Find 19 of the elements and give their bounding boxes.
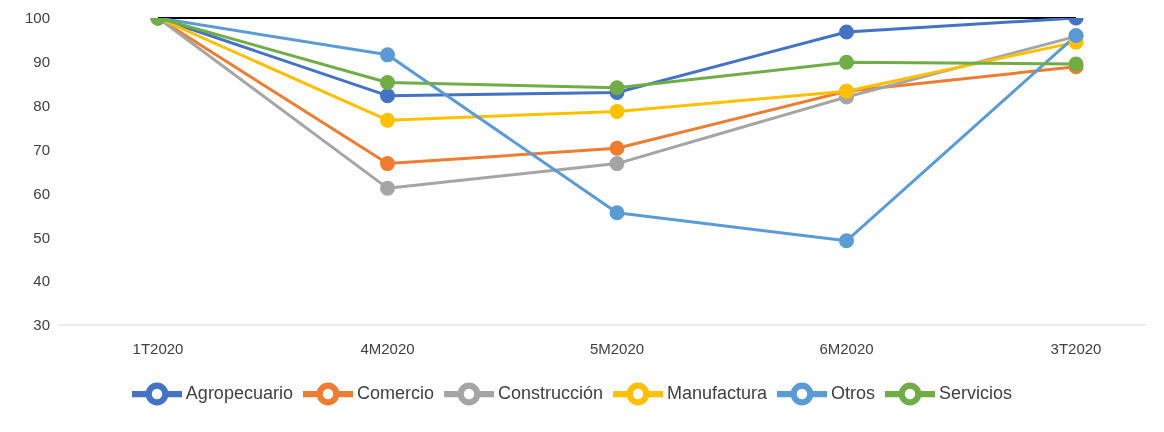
legend-label: Comercio: [356, 382, 434, 403]
legend-label: Otros: [831, 382, 876, 403]
y-tick-label: 30: [33, 316, 50, 334]
y-tick-label: 70: [33, 140, 50, 158]
legend-label: Agropecuario: [185, 382, 293, 403]
x-tick-label: 5M2020: [589, 339, 645, 357]
x-tick-label: 1T2020: [132, 339, 184, 357]
x-tick-label: 6M2020: [819, 339, 874, 357]
y-tick-label: 40: [33, 272, 50, 290]
legend-label: Manufactura: [667, 382, 768, 403]
x-tick-label: 4M2020: [360, 339, 415, 357]
y-tick-label: 100: [24, 9, 50, 27]
y-tick-label: 60: [33, 184, 50, 202]
x-tick-label: 3T2020: [1050, 339, 1102, 357]
legend-label: Construcción: [497, 382, 604, 403]
legend-label: Servicios: [939, 382, 1013, 403]
y-tick-label: 90: [33, 53, 50, 71]
y-tick-label: 50: [33, 228, 50, 246]
y-tick-label: 80: [33, 97, 50, 115]
